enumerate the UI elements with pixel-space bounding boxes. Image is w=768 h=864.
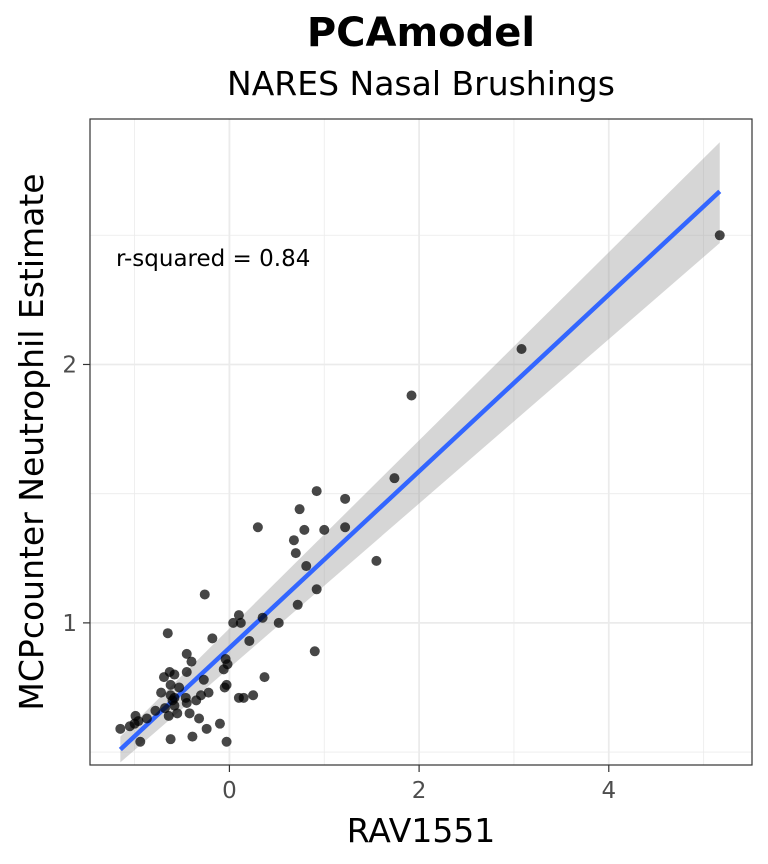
data-point <box>288 535 299 546</box>
data-point <box>238 692 249 703</box>
data-point <box>299 524 310 535</box>
data-point <box>165 734 176 745</box>
data-point <box>181 648 192 659</box>
data-point <box>181 697 192 708</box>
data-point <box>194 713 205 724</box>
data-point <box>191 695 202 706</box>
data-point <box>371 555 382 566</box>
data-point <box>248 690 259 701</box>
grid-lines <box>90 119 752 765</box>
data-point <box>207 633 218 644</box>
data-point <box>340 493 351 504</box>
data-point <box>150 705 161 716</box>
data-point <box>169 700 180 711</box>
data-point <box>156 687 167 698</box>
data-point <box>221 679 232 690</box>
data-point <box>115 723 126 734</box>
data-point <box>311 486 322 497</box>
data-point <box>181 666 192 677</box>
data-point <box>199 589 210 600</box>
data-point <box>516 343 527 354</box>
data-point <box>228 617 239 628</box>
data-point <box>406 390 417 401</box>
data-point <box>221 736 232 747</box>
y-tick-label: 1 <box>62 611 77 637</box>
chart-title: PCAmodel <box>307 10 535 56</box>
data-point <box>159 703 170 714</box>
data-point <box>273 617 284 628</box>
data-point <box>290 548 301 559</box>
x-tick-label: 4 <box>601 778 616 804</box>
data-point <box>169 669 180 680</box>
y-tick-label: 2 <box>62 352 77 378</box>
x-tick-label: 0 <box>222 778 237 804</box>
data-point <box>214 718 225 729</box>
r-squared-annotation: r-squared = 0.84 <box>116 246 310 272</box>
data-point <box>714 230 725 241</box>
data-point <box>244 635 255 646</box>
data-point <box>184 708 195 719</box>
data-point <box>174 682 185 693</box>
data-point <box>309 646 320 657</box>
y-axis-title: MCPcounter Neutrophil Estimate <box>12 173 51 710</box>
data-point <box>135 736 146 747</box>
data-point <box>252 522 263 533</box>
x-tick-label: 2 <box>412 778 427 804</box>
data-point <box>187 731 198 742</box>
data-point <box>158 672 169 683</box>
x-axis-title: RAV1551 <box>347 811 496 850</box>
data-point <box>165 679 176 690</box>
data-point <box>294 504 305 515</box>
regression-line-group <box>118 189 722 752</box>
data-point <box>389 473 400 484</box>
axis-ticks: 0 2 4 1 2 <box>62 352 616 804</box>
data-point <box>235 617 246 628</box>
data-point <box>203 687 214 698</box>
data-point <box>201 723 212 734</box>
data-point <box>233 610 244 621</box>
data-point <box>259 672 270 683</box>
regression-line <box>118 189 722 752</box>
data-point <box>222 659 233 670</box>
data-points <box>115 230 725 747</box>
data-point <box>163 710 174 721</box>
data-point <box>198 674 209 685</box>
data-point <box>162 628 173 639</box>
data-point <box>311 584 322 595</box>
data-point <box>319 524 330 535</box>
data-point <box>141 713 152 724</box>
data-point <box>186 656 197 667</box>
chart-subtitle: NARES Nasal Brushings <box>227 64 615 103</box>
panel-border <box>89 118 753 766</box>
data-point <box>340 522 351 533</box>
data-point <box>172 708 183 719</box>
data-point <box>130 710 141 721</box>
data-point <box>301 561 312 572</box>
data-point <box>129 718 140 729</box>
data-point <box>257 612 268 623</box>
data-point <box>292 599 303 610</box>
